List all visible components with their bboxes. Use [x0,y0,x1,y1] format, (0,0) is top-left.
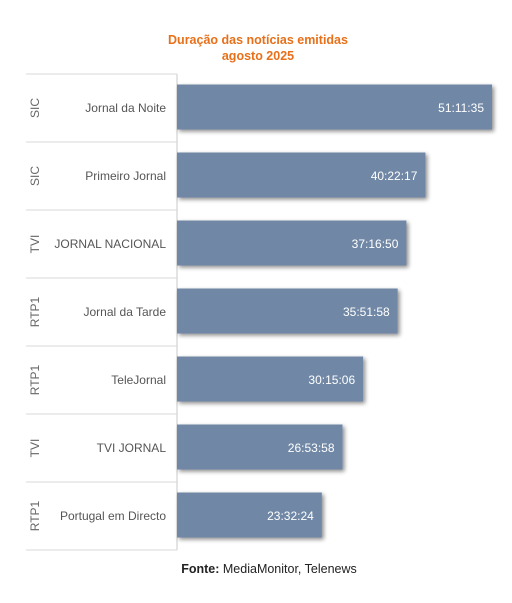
group-label: TVI [28,439,42,458]
bar [177,220,407,266]
bar [177,492,322,538]
group-label: SIC [28,98,42,118]
bar [177,288,398,334]
source-note: Fonte: MediaMonitor, Telenews [0,562,512,576]
data-label: 23:32:24 [267,509,314,523]
chart-title-block: Duração das notícias emitidas agosto 202… [0,32,512,64]
data-label: 26:53:58 [288,441,335,455]
category-label: Jornal da Noite [85,101,166,115]
group-label: RTP1 [28,500,42,531]
bar [177,356,364,402]
category-label: TVI JORNAL [97,441,167,455]
group-label: SIC [28,166,42,186]
category-label: Primeiro Jornal [85,169,166,183]
bar [177,424,343,470]
bar [177,152,426,198]
category-label: Jornal da Tarde [84,305,167,319]
category-label: TeleJornal [111,373,166,387]
data-label: 37:16:50 [352,237,399,251]
group-label: RTP1 [28,296,42,327]
group-label: RTP1 [28,364,42,395]
data-label: 30:15:06 [308,373,355,387]
bar [177,84,492,130]
category-label: Portugal em Directo [60,509,166,523]
group-label: TVI [28,235,42,254]
data-label: 40:22:17 [371,169,418,183]
chart-title: Duração das notícias emitidas [168,33,348,47]
source-label: Fonte: [181,562,220,576]
data-label: 35:51:58 [343,305,390,319]
source-text: MediaMonitor, Telenews [219,562,357,576]
chart-subtitle: agosto 2025 [221,49,295,63]
category-label: JORNAL NACIONAL [54,237,166,251]
data-label: 51:11:35 [438,101,484,115]
